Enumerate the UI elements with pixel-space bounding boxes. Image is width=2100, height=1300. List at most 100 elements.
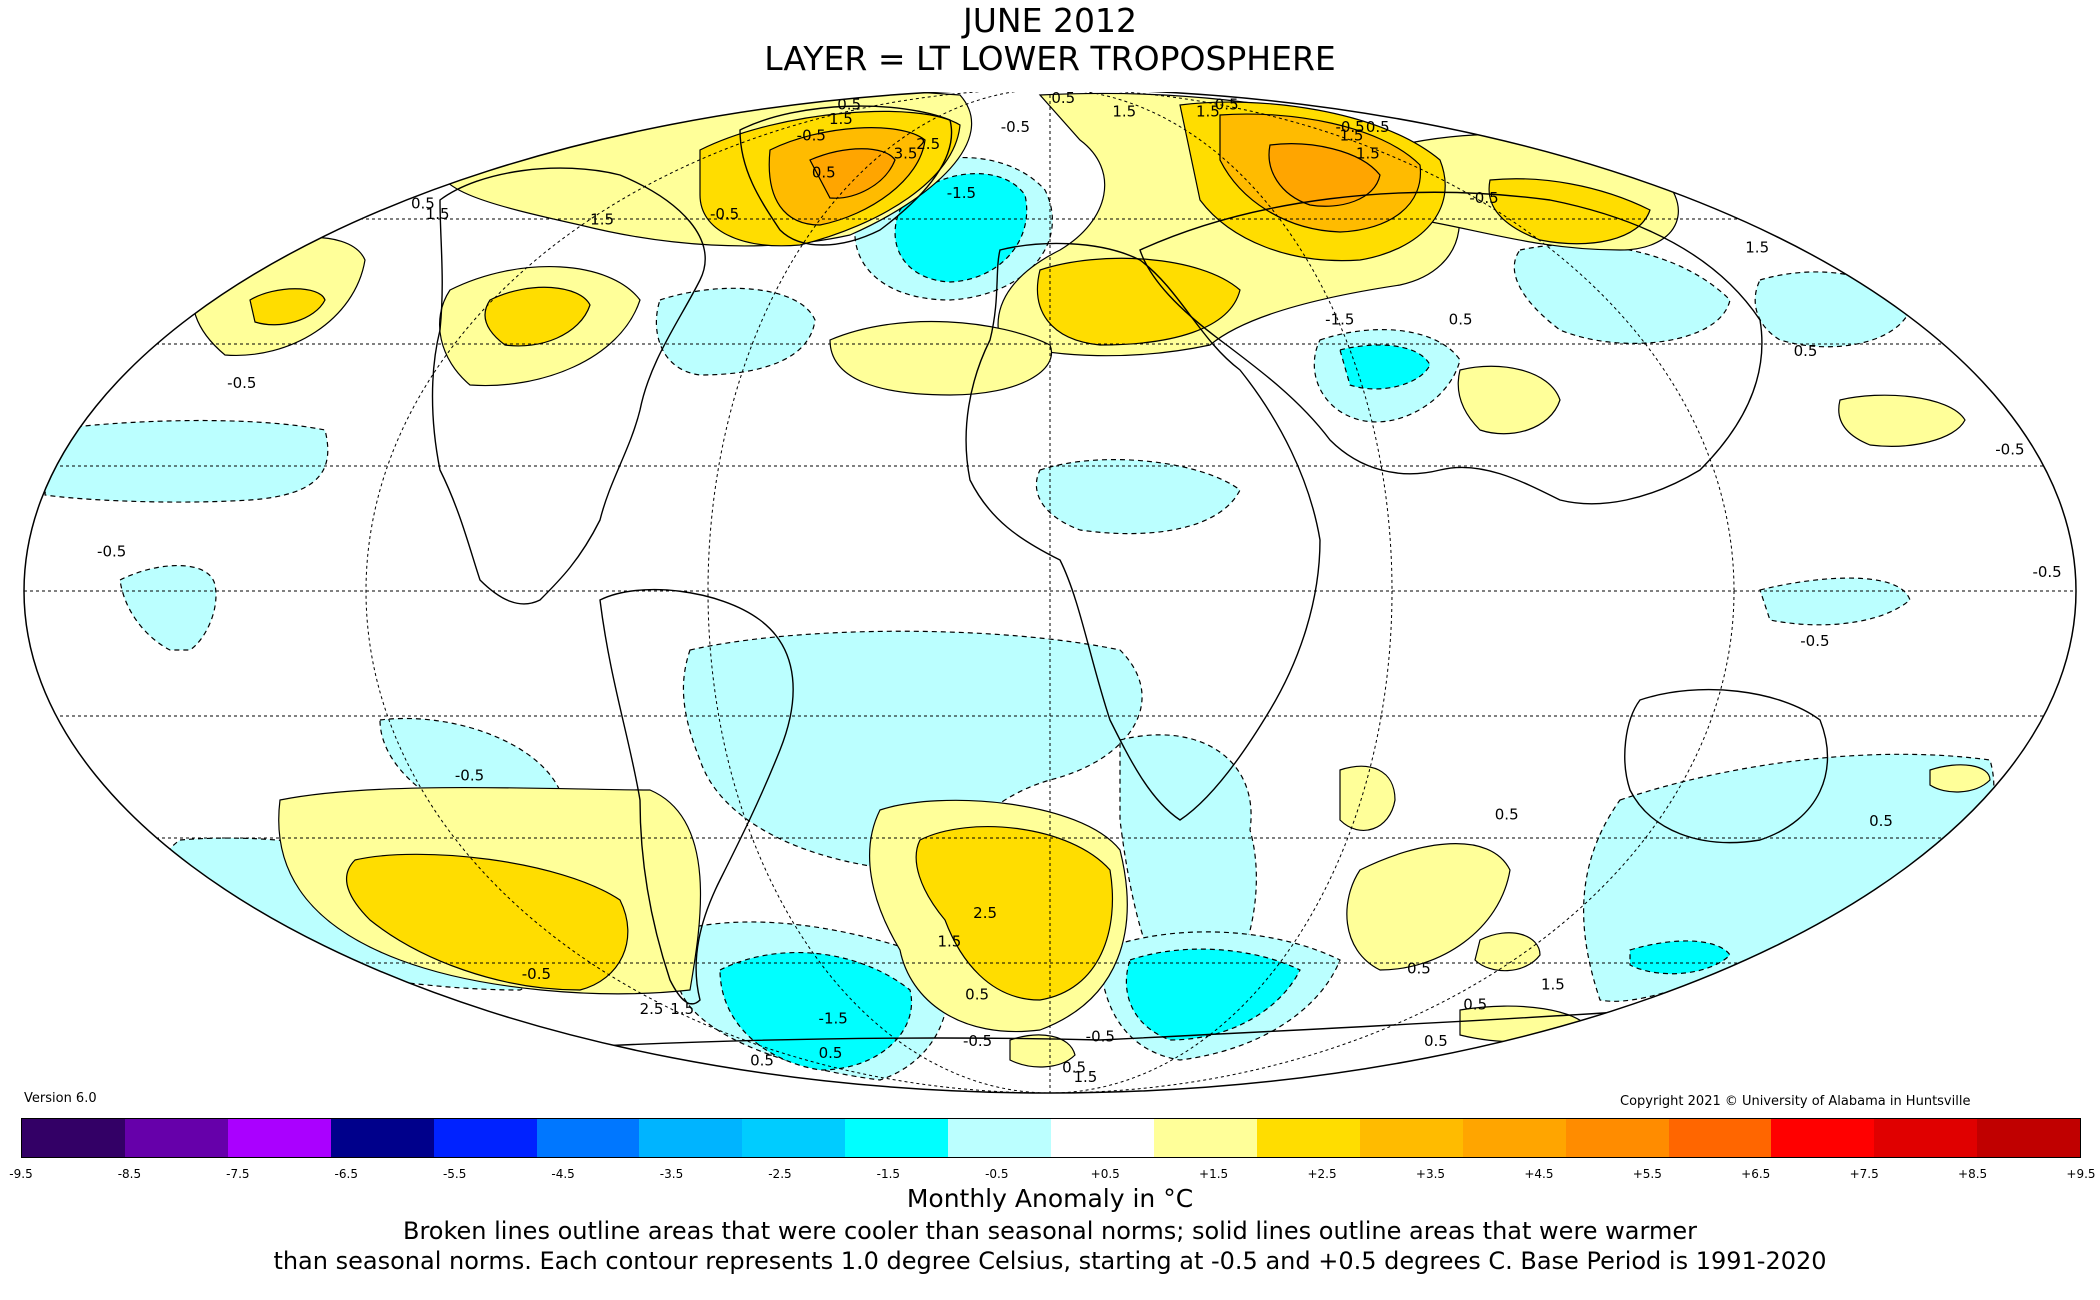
colorbar-segment bbox=[1462, 1119, 1566, 1157]
warm-region-antarctic-south bbox=[1009, 1034, 1076, 1068]
contour-label: -0.5 bbox=[455, 767, 484, 785]
contour-label: 1.5 bbox=[829, 110, 853, 128]
colorbar-tick-label: -0.5 bbox=[985, 1167, 1009, 1181]
contour-label: -0.5 bbox=[1001, 118, 1030, 136]
contour-label: 0.5 bbox=[1051, 92, 1075, 107]
warm-region-indian-ocean-south bbox=[1346, 843, 1511, 971]
contour-label: 1.5 bbox=[1112, 102, 1136, 120]
contour-label: 0.5 bbox=[1424, 1032, 1448, 1050]
contour-label: -1.5 bbox=[819, 1010, 848, 1028]
contour-label: 1.5 bbox=[590, 211, 614, 229]
contour-label: 1.5 bbox=[1340, 126, 1364, 144]
contour-label: 2.5 bbox=[973, 904, 997, 922]
colorbar-segment bbox=[1256, 1119, 1360, 1157]
colorbar-segment bbox=[845, 1119, 949, 1157]
contour-label: 0.5 bbox=[1366, 118, 1390, 136]
contour-label: 0.5 bbox=[1869, 812, 1893, 830]
caption-line-1: Broken lines outline areas that were coo… bbox=[403, 1217, 1697, 1245]
warm-core-south-pacific bbox=[346, 853, 629, 991]
coast-north-america bbox=[431, 167, 706, 605]
warm-region-china bbox=[1457, 365, 1561, 435]
warm-core-south-atlantic bbox=[915, 826, 1114, 1001]
colorbar-tick-label: -2.5 bbox=[768, 1167, 792, 1181]
coast-asia bbox=[1139, 191, 1763, 505]
contour-label: 0.5 bbox=[1407, 960, 1431, 978]
colorbar-tick-label: +4.5 bbox=[1524, 1167, 1554, 1181]
contour-label: 0.5 bbox=[1062, 1059, 1086, 1077]
contour-label: -0.5 bbox=[522, 965, 551, 983]
contour-label: 1.5 bbox=[937, 932, 961, 950]
contour-label: 0.5 bbox=[1463, 995, 1487, 1013]
contour-label: 1.5 bbox=[1745, 239, 1769, 257]
colorbar-segment bbox=[433, 1119, 537, 1157]
coastlines bbox=[431, 105, 1829, 1093]
colorbar-tick-label: -4.5 bbox=[551, 1167, 575, 1181]
contour-label: -0.5 bbox=[97, 543, 126, 561]
colorbar-tick-label: +3.5 bbox=[1415, 1167, 1446, 1181]
map-boundary bbox=[23, 92, 2077, 1094]
contour-label: 2.5 bbox=[916, 135, 940, 153]
cool-core-north-atlantic bbox=[894, 173, 1028, 283]
colorbar-tick-label: -7.5 bbox=[226, 1167, 250, 1181]
copyright-label: Copyright 2021 © University of Alabama i… bbox=[1620, 1094, 1971, 1109]
colorbar-segment bbox=[1359, 1119, 1463, 1157]
warm-region-indian-ocean-mid bbox=[1339, 765, 1396, 831]
contour-label: 1.5 bbox=[426, 205, 450, 223]
contour-label: -0.5 bbox=[1469, 189, 1498, 207]
version-label: Version 6.0 bbox=[24, 1091, 97, 1106]
colorbar-segment bbox=[1977, 1119, 2081, 1157]
colorbar-tick-label: +8.5 bbox=[1958, 1167, 1988, 1181]
colorbar-ticks: -9.5 -8.5 -7.5 -6.5 -5.5 -4.5 -3.5 -2.5 -1.5 -0.5… bbox=[0, 1167, 2100, 1185]
colorbar-tick-label: -9.5 bbox=[9, 1167, 33, 1181]
cool-region-africa-sahel bbox=[1035, 459, 1241, 535]
map-subtitle: LAYER = LT LOWER TROPOSPHERE bbox=[764, 39, 1336, 78]
contour-label: -0.5 bbox=[2032, 563, 2061, 581]
cool-region-north-pacific bbox=[44, 419, 329, 503]
coast-greenland bbox=[739, 105, 953, 246]
contour-label: 1.5 bbox=[1196, 102, 1220, 120]
contour-label: 2.5 bbox=[640, 1000, 664, 1018]
colorbar-tick-label: -6.5 bbox=[334, 1167, 358, 1181]
colorbar-segment bbox=[1051, 1119, 1154, 1157]
colorbar-segment bbox=[1668, 1119, 1772, 1157]
colorbar-segment bbox=[948, 1119, 1052, 1157]
contour-label: 1.5 bbox=[1073, 1068, 1097, 1086]
contour-label: -0.5 bbox=[1800, 632, 1829, 650]
colorbar-segment bbox=[742, 1119, 846, 1157]
contour-label: -1.5 bbox=[1325, 311, 1354, 329]
contour-label: 0.5 bbox=[1794, 342, 1818, 360]
colorbar-segment bbox=[227, 1119, 331, 1157]
colorbar-segment bbox=[639, 1119, 743, 1157]
colorbar-tick-label: +1.5 bbox=[1199, 1167, 1229, 1181]
hottest-regions bbox=[809, 143, 1381, 207]
colorbar-tick-label: +0.5 bbox=[1090, 1167, 1120, 1181]
contour-label: -0.5 bbox=[1086, 1028, 1115, 1046]
contour-label: -0.5 bbox=[1995, 440, 2024, 458]
caption-line-2: than seasonal norms. Each contour repres… bbox=[273, 1247, 1827, 1275]
map-title: JUNE 2012 bbox=[963, 1, 1137, 40]
contour-label: -0.5 bbox=[963, 1032, 992, 1050]
colorbar-tick-label: -3.5 bbox=[659, 1167, 684, 1181]
contour-label: -0.5 bbox=[227, 374, 256, 392]
colorbar-segment bbox=[1153, 1119, 1257, 1157]
colorbar-tick-label: +6.5 bbox=[1741, 1167, 1771, 1181]
contour-label: -0.5 bbox=[797, 126, 826, 144]
contour-label: -0.5 bbox=[710, 205, 739, 223]
colorbar-segment bbox=[124, 1119, 228, 1157]
coast-south-america bbox=[599, 588, 794, 1005]
colorbar-tick-label: +2.5 bbox=[1307, 1167, 1337, 1181]
cool-region-tropical-pacific bbox=[119, 564, 217, 651]
coast-australia bbox=[1624, 688, 1829, 844]
cool-region-west-atlantic bbox=[655, 287, 816, 376]
warm-region-australia-south bbox=[1929, 764, 1991, 793]
contour-label: 1.5 bbox=[1356, 144, 1380, 162]
cool-core-antarctic bbox=[1125, 948, 1301, 1041]
cool-region-west-pacific-warm-pool bbox=[1759, 577, 1911, 626]
cool-core-tasman bbox=[1629, 940, 1731, 975]
anomaly-map: 0.51.5-0.53.52.50.5-0.5-1.50.51.5 1.50.5-… bbox=[23, 92, 2077, 1094]
colorbar-tick-label: -5.5 bbox=[442, 1167, 467, 1181]
warm-core-north-america bbox=[484, 286, 591, 347]
contour-label: 0.5 bbox=[1215, 95, 1239, 113]
colorbar-tick-label: +9.5 bbox=[2066, 1167, 2096, 1181]
colorbar-tick-label: -8.5 bbox=[117, 1167, 142, 1181]
